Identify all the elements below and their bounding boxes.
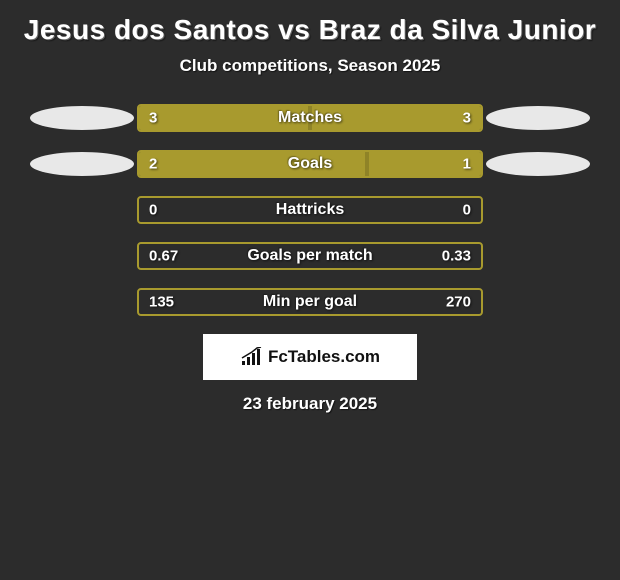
stat-value-right: 0.33: [442, 248, 471, 265]
stat-value-left: 2: [149, 156, 157, 173]
bar-chart-icon: [240, 347, 264, 367]
logo-box: FcTables.com: [203, 334, 417, 380]
stat-row: Min per goal 135 270: [0, 288, 620, 316]
stat-bar: Goals 2 1: [137, 150, 483, 178]
avatar-right-slot: [483, 104, 593, 132]
stat-value-right: 0: [463, 202, 471, 219]
stat-row: Goals per match 0.67 0.33: [0, 242, 620, 270]
comparison-infographic: Jesus dos Santos vs Braz da Silva Junior…: [0, 0, 620, 414]
avatar-right-slot: [483, 288, 593, 316]
stat-bar: Goals per match 0.67 0.33: [137, 242, 483, 270]
avatar-left-slot: [27, 150, 137, 178]
logo-text: FcTables.com: [268, 347, 380, 367]
page-title: Jesus dos Santos vs Braz da Silva Junior: [0, 8, 620, 48]
stat-label: Min per goal: [263, 293, 357, 311]
avatar-left-slot: [27, 104, 137, 132]
avatar-right-slot: [483, 150, 593, 178]
avatar-right-slot: [483, 196, 593, 224]
stat-label: Goals per match: [247, 247, 372, 265]
stat-bar: Matches 3 3: [137, 104, 483, 132]
player-avatar-right: [486, 106, 590, 130]
logo: FcTables.com: [240, 347, 380, 367]
avatar-left-slot: [27, 288, 137, 316]
stat-label: Matches: [278, 109, 342, 127]
stat-value-left: 0.67: [149, 248, 178, 265]
stats-rows: Matches 3 3 Goals 2 1 Hattricks 0 0 Goals per mat…: [0, 104, 620, 316]
stat-row: Goals 2 1: [0, 150, 620, 178]
stat-label: Hattricks: [276, 201, 344, 219]
footer-date: 23 february 2025: [0, 394, 620, 414]
avatar-left-slot: [27, 242, 137, 270]
player-avatar-right: [486, 152, 590, 176]
stat-value-left: 3: [149, 110, 157, 127]
avatar-right-slot: [483, 242, 593, 270]
stat-value-left: 135: [149, 294, 174, 311]
stat-label: Goals: [288, 155, 332, 173]
bar-left-fill: [139, 152, 367, 176]
stat-row: Matches 3 3: [0, 104, 620, 132]
stat-row: Hattricks 0 0: [0, 196, 620, 224]
avatar-left-slot: [27, 196, 137, 224]
player-avatar-left: [30, 106, 134, 130]
stat-value-right: 3: [463, 110, 471, 127]
player-avatar-left: [30, 152, 134, 176]
page-subtitle: Club competitions, Season 2025: [0, 56, 620, 76]
stat-bar: Hattricks 0 0: [137, 196, 483, 224]
stat-value-right: 1: [463, 156, 471, 173]
stat-value-right: 270: [446, 294, 471, 311]
stat-bar: Min per goal 135 270: [137, 288, 483, 316]
stat-value-left: 0: [149, 202, 157, 219]
